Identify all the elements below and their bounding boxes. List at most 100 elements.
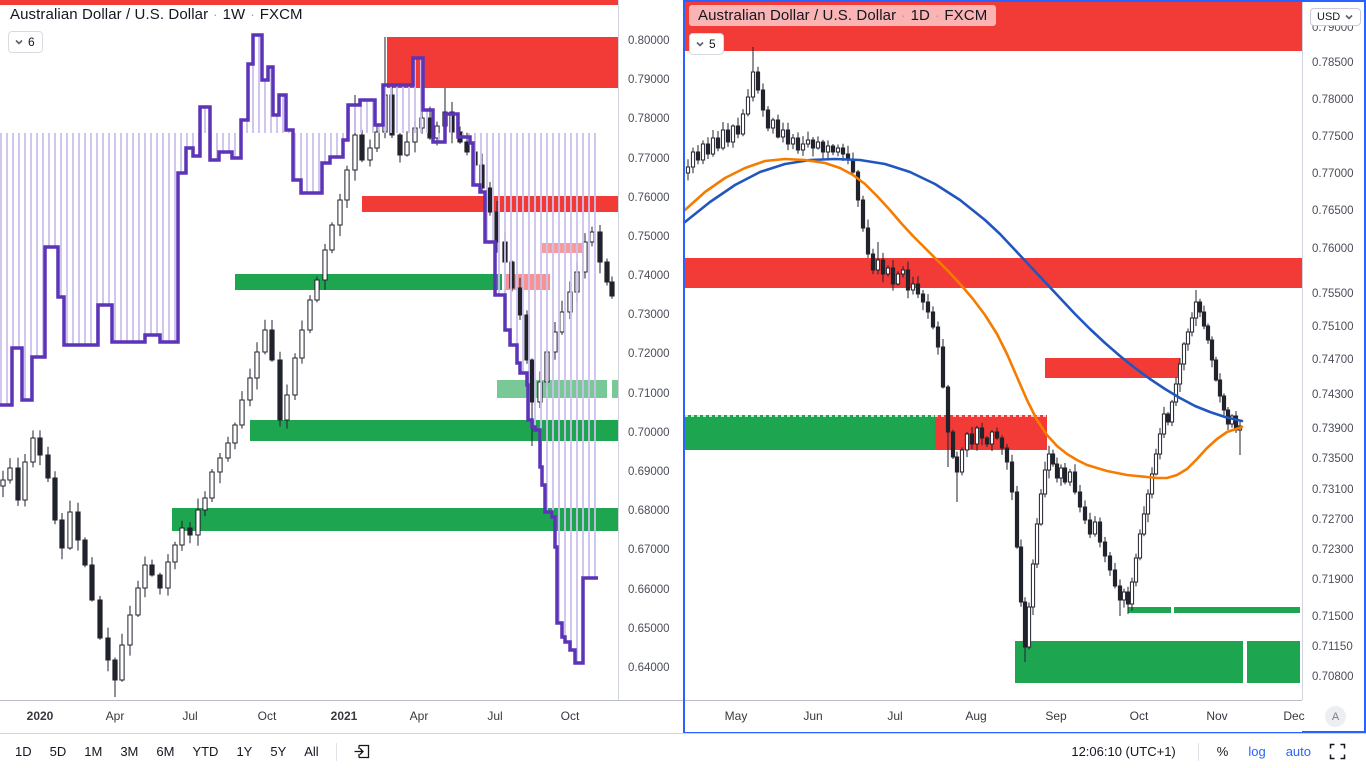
chart-title-left: Australian Dollar / U.S. Dollar · 1W · FXCM [10,6,303,23]
candle-up [745,96,751,115]
auto-scale-label: A [1331,710,1340,723]
candle-up [127,614,133,646]
price-tick-label: 0.69000 [628,466,670,478]
candle-down [1209,339,1215,361]
price-tick-label: 0.77000 [1312,168,1354,180]
demand-zone[interactable] [612,380,618,398]
currency-selector[interactable]: USD [1310,8,1362,26]
demand-zone[interactable] [1015,641,1243,683]
candle-up [1189,317,1195,333]
timeframe-label[interactable]: 1W [222,6,246,23]
candle-down [705,143,711,155]
candle-up [1046,453,1052,471]
candle-down [810,139,816,149]
legend-toggle-right[interactable]: 5 [689,33,724,55]
demand-zone[interactable] [1174,607,1300,613]
candle-down [1201,311,1207,327]
range-button-YTD[interactable]: YTD [192,744,219,759]
supply-zone[interactable] [1045,358,1180,378]
demand-zone[interactable] [235,274,502,290]
candle-up [225,442,231,459]
corner-brackets-icon [1329,743,1346,760]
candle-up [825,145,831,153]
price-axis-right[interactable]: 0.79000 0.78500 0.78000 0.77500 0.77000 0.765… [1302,2,1364,700]
exchange-label: FXCM [259,6,303,23]
candle-down [925,301,931,313]
symbol-name[interactable]: Australian Dollar / U.S. Dollar [698,7,897,24]
candle-down [1018,546,1024,603]
chart-canvas[interactable] [0,0,618,700]
price-tick-label: 0.73000 [628,309,670,321]
range-button-1D[interactable]: 1D [15,744,32,759]
price-tick-label: 0.77500 [1312,131,1354,143]
price-tick-label: 0.73100 [1312,484,1354,496]
range-button-All[interactable]: All [304,744,319,759]
demand-zone[interactable] [1128,607,1171,613]
candle-up [974,427,980,445]
range-button-3M[interactable]: 3M [120,744,139,759]
fullscreen-button[interactable] [1321,743,1354,760]
demand-zone[interactable] [172,508,618,531]
log-scale-button[interactable]: log [1248,744,1266,759]
clock[interactable]: 12:06:10 (UTC+1) [1071,744,1176,759]
legend-toggle-left[interactable]: 6 [8,31,43,53]
price-tick-label: 0.80000 [628,35,670,47]
toolbar-divider [335,742,337,761]
range-button-1Y[interactable]: 1Y [236,744,253,759]
candle-down [725,129,731,143]
price-axis-left[interactable]: 0.80000 0.79000 0.78000 0.77000 0.76000 0.750… [618,0,684,700]
price-chart-left[interactable] [0,0,618,700]
candle-up [299,329,305,359]
demand-zone[interactable] [1247,641,1300,683]
time-tick-label: Oct [560,709,580,723]
candle-down [840,147,846,155]
supply-zone[interactable] [0,0,618,5]
demand-zone[interactable] [685,415,935,450]
candle-down [1205,325,1211,341]
demand-zone[interactable] [250,420,618,441]
auto-scale-toggle[interactable]: auto [1285,744,1311,759]
range-button-5Y[interactable]: 5Y [270,744,287,759]
symbol-name[interactable]: Australian Dollar / U.S. Dollar [10,6,209,23]
supply-zone[interactable] [685,258,1302,288]
range-button-1M[interactable]: 1M [84,744,103,759]
currency-label: USD [1317,11,1341,23]
time-axis-left[interactable]: 2020 Apr Jul Oct 2021 Apr Jul Oct [0,700,683,734]
chevron-down-icon [15,39,23,45]
candle-down [1125,591,1131,605]
candle-down [1014,491,1020,548]
candle-up [195,509,201,536]
moving-average-orange[interactable] [683,157,1244,480]
supply-zone[interactable] [387,37,618,88]
price-tick-label: 0.78000 [628,113,670,125]
price-tick-label: 0.74700 [1312,354,1354,366]
auto-scale-button[interactable]: A [1325,706,1346,727]
candle-down [820,141,826,153]
candle-up [254,351,260,379]
candle-down [984,437,990,445]
candle-up [232,424,238,444]
moving-average-blue[interactable] [683,157,1244,423]
candle-down [930,311,936,328]
range-button-6M[interactable]: 6M [156,744,175,759]
candle-up [1067,471,1073,483]
time-tick-label: Apr [105,709,125,723]
candle-up [179,527,185,546]
go-to-date-button[interactable] [345,742,380,761]
candle-up [1149,473,1155,495]
chart-canvas[interactable] [683,2,1302,700]
time-tick-label: Dec [1283,709,1305,723]
candle-down [1221,395,1227,411]
range-button-5D[interactable]: 5D [49,744,67,759]
time-axis-right[interactable]: May Jun Jul Aug Sep Oct Nov Dec [685,700,1305,732]
indicator-step-line[interactable] [0,33,598,665]
candle-down [1004,447,1010,463]
candle-up [30,437,36,463]
time-tick-label: Sep [1045,709,1067,723]
price-chart-right[interactable] [683,2,1302,700]
candle-up [329,224,335,251]
price-tick-label: 0.71500 [1312,611,1354,623]
candle-down [1050,453,1056,465]
timeframe-label[interactable]: 1D [910,7,930,24]
percent-scale-button[interactable]: % [1216,744,1229,759]
